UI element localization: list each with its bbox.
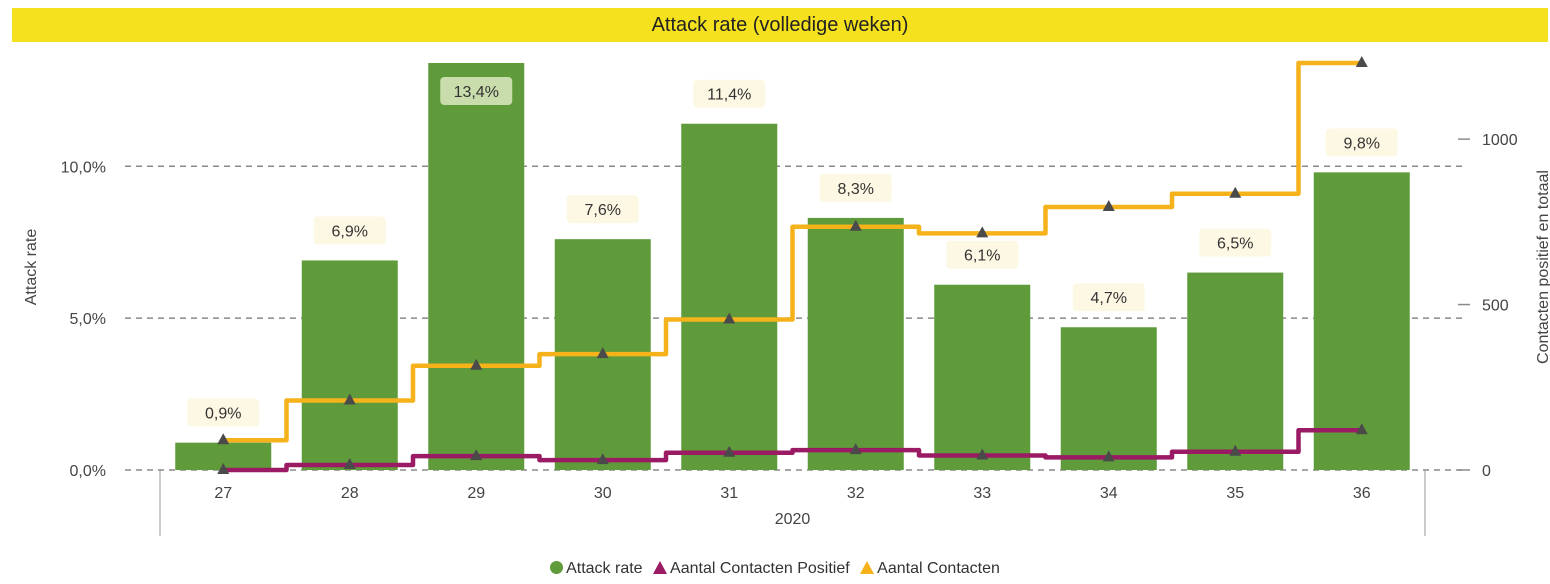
- data-label-box: [946, 240, 1019, 269]
- y-tick-label: 5,0%: [70, 311, 106, 328]
- y-tick-label: 0,0%: [70, 463, 106, 480]
- bar: [1060, 327, 1157, 470]
- marker-contacten-positief: [1102, 450, 1115, 462]
- x-tick-label: 28: [341, 485, 359, 502]
- marker-contacten-positief: [343, 458, 356, 470]
- marker-contacten: [470, 358, 483, 370]
- bar: [1187, 272, 1284, 470]
- data-label: 11,4%: [707, 87, 751, 104]
- data-label: 13,4%: [454, 84, 499, 101]
- data-label: 6,1%: [964, 248, 1000, 265]
- bar: [681, 123, 778, 470]
- data-label-box: [1072, 283, 1145, 312]
- data-label: 0,9%: [205, 406, 241, 423]
- data-label-box: [1199, 228, 1272, 257]
- marker-contacten-positief: [1355, 423, 1368, 435]
- marker-contacten: [1102, 199, 1115, 211]
- legend-label-contacten-positief: Aantal Contacten Positief: [670, 560, 850, 577]
- x-tick-label: 34: [1100, 485, 1118, 502]
- data-label: 9,8%: [1344, 135, 1380, 152]
- x-group-label: 2020: [775, 511, 811, 528]
- bar: [807, 217, 904, 470]
- orange-triangle-icon: [860, 561, 875, 574]
- series-line-contacten: [223, 60, 1362, 443]
- marker-contacten: [217, 433, 230, 445]
- marker-contacten: [1229, 186, 1242, 198]
- green-dot-icon: [550, 561, 564, 574]
- x-tick-label: 35: [1226, 485, 1244, 502]
- marker-contacten: [976, 226, 989, 238]
- data-label: 7,6%: [585, 202, 621, 219]
- y-axis-title: Attack rate: [23, 229, 40, 306]
- y2-axis-title: Contacten positief en totaal: [1535, 170, 1550, 364]
- data-label-box: [819, 173, 892, 202]
- legend-item-contacten-positief[interactable]: Aantal Contacten Positief: [653, 560, 850, 578]
- x-tick-label: 30: [594, 485, 612, 502]
- y-tick-label: 10,0%: [61, 159, 106, 176]
- marker-contacten-positief: [470, 449, 483, 461]
- marker-contacten: [723, 312, 736, 324]
- legend-item-contacten[interactable]: Aantal Contacten: [860, 560, 1000, 578]
- marker-contacten-positief: [849, 443, 862, 455]
- bar: [428, 63, 525, 470]
- marker-contacten-positief: [217, 463, 230, 474]
- bar: [934, 284, 1031, 470]
- marker-contacten: [1355, 56, 1368, 67]
- series-line-contacten-positief: [223, 428, 1362, 473]
- x-tick-label: 31: [720, 485, 738, 502]
- data-label: 4,7%: [1091, 290, 1127, 307]
- marker-contacten-positief: [976, 448, 989, 460]
- x-tick-label: 27: [214, 485, 232, 502]
- chart-title-bar: Attack rate (volledige weken): [12, 8, 1548, 42]
- data-label-box: [440, 77, 513, 105]
- purple-triangle-icon: [653, 561, 668, 574]
- data-label-box: [1325, 128, 1398, 157]
- y2-tick-label: 0: [1482, 463, 1491, 480]
- chart-title: Attack rate (volledige weken): [651, 13, 909, 36]
- data-label-box: [566, 195, 639, 224]
- data-label: 6,5%: [1217, 236, 1253, 253]
- data-label-box: [313, 216, 386, 245]
- bar: [1313, 172, 1410, 471]
- y2-tick-label: 1000: [1482, 132, 1518, 149]
- legend-item-attack-rate[interactable]: Attack rate: [550, 560, 643, 578]
- data-label: 8,3%: [838, 181, 874, 198]
- marker-contacten: [849, 219, 862, 231]
- legend-label-attack-rate: Attack rate: [566, 560, 643, 577]
- data-label-box: [187, 398, 260, 427]
- data-label-box: [693, 79, 766, 108]
- marker-contacten: [343, 393, 356, 405]
- x-tick-label: 36: [1353, 485, 1371, 502]
- y2-tick-label: 500: [1482, 298, 1509, 315]
- marker-contacten-positief: [1229, 444, 1242, 456]
- data-label: 6,9%: [332, 223, 368, 240]
- marker-contacten: [596, 347, 609, 359]
- marker-contacten-positief: [723, 445, 736, 457]
- x-tick-label: 32: [847, 485, 865, 502]
- chart-legend: Attack rate Aantal Contacten Positief Aa…: [0, 560, 1550, 578]
- chart-plot: 0,0% 5,0% 10,0% 0 500 1000 Attack rate Contacte…: [23, 56, 1550, 536]
- x-tick-label: 33: [973, 485, 991, 502]
- legend-label-contacten: Aantal Contacten: [877, 560, 1000, 577]
- bar: [301, 260, 398, 470]
- marker-contacten-positief: [596, 453, 609, 465]
- x-tick-label: 29: [467, 485, 485, 502]
